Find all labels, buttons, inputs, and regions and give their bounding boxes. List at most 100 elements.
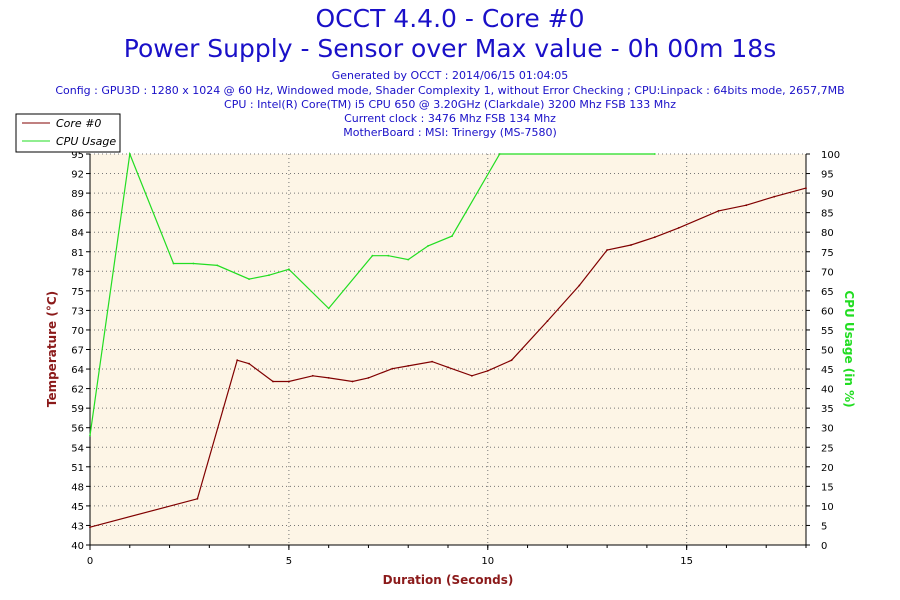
right-tick-label: 50 xyxy=(821,346,834,357)
data-point-cpu-usage xyxy=(288,268,290,271)
left-tick-label: 67 xyxy=(71,346,84,357)
data-point-core0 xyxy=(510,359,513,362)
generated-info: Generated by OCCT : 2014/06/15 01:04:05 xyxy=(331,69,569,82)
left-tick-label: 81 xyxy=(71,248,84,259)
data-point-cpu-usage xyxy=(451,235,453,238)
right-tick-label: 55 xyxy=(821,326,834,337)
data-point-core0 xyxy=(653,236,656,239)
right-tick-label: 10 xyxy=(821,502,834,513)
left-tick-label: 48 xyxy=(71,482,84,493)
data-point-core0 xyxy=(351,380,354,383)
left-tick-label: 70 xyxy=(71,326,84,337)
left-tick-label: 89 xyxy=(71,189,84,200)
right-tick-label: 85 xyxy=(821,209,834,220)
right-tick-label: 65 xyxy=(821,287,834,298)
left-tick-label: 78 xyxy=(71,267,84,278)
right-tick-label: 80 xyxy=(821,228,834,239)
x-axis-title: Duration (Seconds) xyxy=(383,573,514,587)
data-point-core0 xyxy=(196,497,199,500)
data-point-cpu-usage xyxy=(653,153,656,155)
data-point-core0 xyxy=(391,367,394,370)
legend-box xyxy=(15,113,121,153)
right-tick-label: 0 xyxy=(821,541,827,552)
left-tick-label: 95 xyxy=(71,150,84,161)
right-tick-label: 70 xyxy=(821,267,834,278)
legend: Core #0 CPU Usage xyxy=(15,113,121,153)
data-point-core0 xyxy=(471,374,473,377)
right-tick-label: 20 xyxy=(821,463,834,474)
data-point-cpu-usage xyxy=(128,153,131,155)
right-tick-label: 75 xyxy=(821,248,834,259)
data-point-core0 xyxy=(677,227,680,229)
data-point-core0 xyxy=(745,204,748,207)
right-tick-label: 40 xyxy=(821,385,834,396)
chart-title: OCCT 4.4.0 - Core #0 xyxy=(315,4,585,33)
grid-lines xyxy=(90,153,806,545)
data-point-core0 xyxy=(311,374,314,377)
data-point-core0 xyxy=(447,366,449,369)
right-tick-label: 15 xyxy=(821,482,834,493)
x-axis-ticks: 0 5 10 15 xyxy=(87,545,807,567)
data-point-core0 xyxy=(431,360,433,363)
left-tick-label: 45 xyxy=(71,502,84,513)
cpu-info: CPU : Intel(R) Core(TM) i5 CPU 650 @ 3.2… xyxy=(224,98,676,111)
right-tick-label: 25 xyxy=(821,443,834,454)
data-point-cpu-usage xyxy=(371,254,374,257)
data-point-core0 xyxy=(717,210,720,212)
config-info: Config : GPU3D : 1280 x 1024 @ 60 Hz, Wi… xyxy=(55,84,845,97)
data-point-core0 xyxy=(630,244,632,246)
data-point-cpu-usage xyxy=(387,254,390,257)
left-tick-label: 75 xyxy=(71,287,84,298)
left-tick-label: 54 xyxy=(71,443,84,454)
right-tick-label: 5 xyxy=(821,521,827,532)
data-point-core0 xyxy=(578,284,581,287)
left-tick-label: 40 xyxy=(71,541,84,552)
data-point-core0 xyxy=(288,380,290,383)
data-point-cpu-usage xyxy=(407,258,410,261)
data-point-core0 xyxy=(367,377,370,379)
data-point-cpu-usage xyxy=(248,278,251,280)
left-tick-label: 84 xyxy=(71,228,84,239)
legend-label-cpu-usage: CPU Usage xyxy=(56,135,116,148)
x-tick-label: 15 xyxy=(680,556,693,567)
legend-label-core0: Core #0 xyxy=(56,117,101,130)
data-point-cpu-usage xyxy=(216,264,219,267)
data-point-cpu-usage xyxy=(498,153,501,155)
right-axis-title: CPU Usage (in %) xyxy=(842,290,856,407)
data-point-core0 xyxy=(546,320,549,322)
data-point-core0 xyxy=(272,380,274,383)
right-tick-label: 30 xyxy=(821,424,834,435)
right-tick-label: 60 xyxy=(821,306,834,317)
right-tick-label: 95 xyxy=(821,170,834,181)
left-tick-label: 56 xyxy=(71,424,84,435)
data-point-cpu-usage xyxy=(192,262,195,265)
left-axis-ticks: 40 43 45 48 51 54 56 59 62 64 67 70 73 75 78 81 84 86 89 92… xyxy=(71,150,90,552)
right-tick-label: 90 xyxy=(821,189,834,200)
data-point-cpu-usage xyxy=(89,434,91,437)
data-point-core0 xyxy=(407,365,410,367)
data-point-core0 xyxy=(805,187,807,190)
motherboard-info: MotherBoard : MSI: Trinergy (MS-7580) xyxy=(343,126,557,139)
x-tick-label: 0 xyxy=(87,556,93,567)
data-point-core0 xyxy=(89,526,91,529)
data-point-cpu-usage xyxy=(427,245,429,247)
data-point-core0 xyxy=(773,195,776,198)
left-tick-label: 64 xyxy=(71,365,84,376)
left-tick-label: 43 xyxy=(71,521,84,532)
data-point-core0 xyxy=(486,369,489,372)
left-tick-label: 92 xyxy=(71,170,84,181)
data-point-cpu-usage xyxy=(172,262,175,265)
left-axis-title: Temperature (°C) xyxy=(45,291,59,407)
clock-info: Current clock : 3476 Mhz FSB 134 Mhz xyxy=(344,112,556,125)
left-tick-label: 51 xyxy=(71,463,84,474)
data-point-cpu-usage xyxy=(268,274,270,277)
x-tick-label: 10 xyxy=(481,556,494,567)
data-point-core0 xyxy=(236,359,239,362)
right-axis-ticks: 0 5 10 15 20 25 30 35 40 45 50 55 60 65 70 75 80 85 90 95 10… xyxy=(806,150,840,552)
left-tick-label: 62 xyxy=(71,385,84,396)
left-tick-label: 73 xyxy=(71,306,84,317)
right-tick-label: 100 xyxy=(821,150,840,161)
series-group xyxy=(89,151,807,529)
data-point-cpu-usage xyxy=(327,307,330,310)
